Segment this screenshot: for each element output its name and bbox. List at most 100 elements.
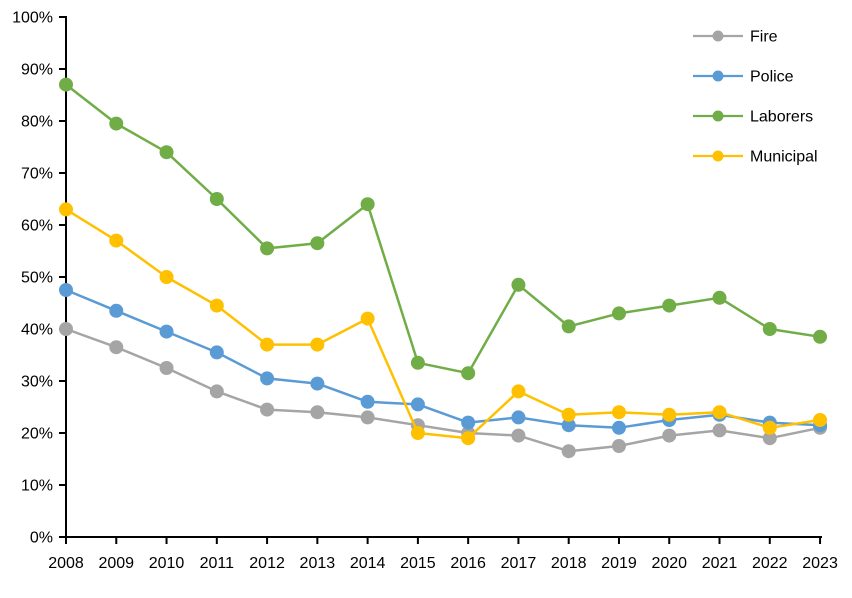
data-point-laborers-2008 [59,77,73,92]
series-line-municipal [64,208,822,440]
x-tick-label: 2023 [802,555,838,572]
legend-marker-dot-fire [712,30,724,42]
data-point-police-2012 [260,371,275,386]
data-point-laborers-2022 [762,322,777,336]
data-point-laborers-2013 [310,236,325,251]
legend-item-police: Police [693,69,794,86]
data-point-laborers-2010 [159,145,174,160]
y-tick-label: 50% [21,270,53,287]
data-point-police-2008 [59,283,73,297]
data-point-laborers-2009 [109,116,124,131]
data-point-fire-2009 [109,340,124,355]
x-tick-label: 2015 [400,555,436,572]
y-tick-label: 0% [30,530,53,547]
data-point-municipal-2016 [461,431,476,446]
data-point-municipal-2019 [611,405,626,420]
legend-item-municipal: Municipal [693,149,818,166]
data-point-laborers-2017 [511,277,526,292]
data-point-fire-2018 [561,444,576,459]
x-tick-label: 2018 [551,555,587,572]
x-tick-label: 2020 [651,555,687,572]
data-point-police-2013 [310,376,325,391]
data-point-fire-2011 [209,384,224,399]
data-point-laborers-2018 [561,319,576,334]
data-point-police-2014 [360,394,375,409]
series-laborers [59,77,828,381]
series-line-fire [64,327,822,453]
x-tick-label: 2022 [752,555,788,572]
x-tick-label: 2008 [48,555,84,572]
x-tick-label: 2009 [98,555,134,572]
data-point-fire-2010 [159,361,174,375]
y-tick-label: 90% [21,62,53,79]
data-point-police-2019 [611,420,626,435]
data-point-fire-2019 [611,439,626,453]
data-point-fire-2012 [260,402,275,417]
data-point-police-2011 [209,345,224,360]
legend-label-municipal: Municipal [750,149,818,166]
series-line-police [64,288,822,430]
legend: Fire Police Laborers Municipal [693,29,818,166]
data-point-laborers-2016 [461,366,476,381]
x-tick-label: 2011 [200,555,235,572]
data-point-laborers-2014 [360,197,375,212]
data-point-police-2009 [109,303,124,318]
y-tick-label: 20% [21,426,53,443]
legend-marker-dot-police [712,70,724,82]
y-tick-label: 60% [21,218,53,235]
x-tick-label: 2021 [702,555,738,572]
data-point-fire-2020 [662,428,677,443]
legend-item-fire: Fire [693,29,778,46]
data-point-police-2016 [461,415,476,430]
y-tick-label: 100% [12,10,53,27]
y-tick-label: 70% [21,166,53,183]
data-point-municipal-2011 [209,298,224,313]
data-point-police-2017 [511,410,526,425]
data-point-municipal-2021 [712,405,727,420]
data-point-municipal-2009 [109,233,124,248]
data-point-laborers-2023 [813,329,828,344]
data-point-municipal-2015 [410,426,425,440]
y-tick-label: 40% [21,322,53,339]
x-tick-label: 2010 [149,555,185,572]
legend-marker-dot-laborers [712,110,724,122]
data-point-municipal-2008 [59,202,73,217]
series-municipal [59,202,828,446]
data-point-laborers-2019 [611,306,626,321]
x-tick-label: 2016 [450,555,486,572]
data-point-laborers-2021 [712,290,727,305]
series-fire [59,322,828,459]
legend-item-laborers: Laborers [693,109,813,126]
data-point-municipal-2023 [813,413,828,427]
data-point-municipal-2018 [561,407,576,422]
y-tick-label: 30% [21,374,53,391]
x-tick-label: 2019 [601,555,637,572]
data-point-police-2015 [410,397,425,412]
data-point-municipal-2020 [662,407,677,422]
y-tick-label: 10% [21,478,53,495]
data-point-municipal-2012 [260,337,275,352]
data-point-fire-2021 [712,423,727,438]
data-point-fire-2014 [360,410,375,425]
data-point-fire-2017 [511,428,526,443]
data-point-municipal-2017 [511,384,526,399]
legend-label-laborers: Laborers [750,109,813,126]
data-point-police-2018 [561,418,576,433]
x-tick-label: 2012 [249,555,285,572]
legend-marker-dot-municipal [712,150,724,162]
data-point-fire-2013 [310,405,325,420]
x-tick-label: 2013 [300,555,336,572]
data-point-fire-2008 [59,322,73,336]
data-point-laborers-2011 [209,192,224,206]
y-tick-label: 80% [21,114,53,131]
series-line-laborers [64,83,822,375]
data-point-laborers-2020 [662,298,677,313]
data-point-municipal-2013 [310,337,325,352]
data-point-municipal-2014 [360,311,375,326]
legend-label-police: Police [750,69,794,86]
data-point-municipal-2022 [762,420,777,435]
data-point-municipal-2010 [159,270,174,284]
data-point-fire-2022 [762,431,777,446]
